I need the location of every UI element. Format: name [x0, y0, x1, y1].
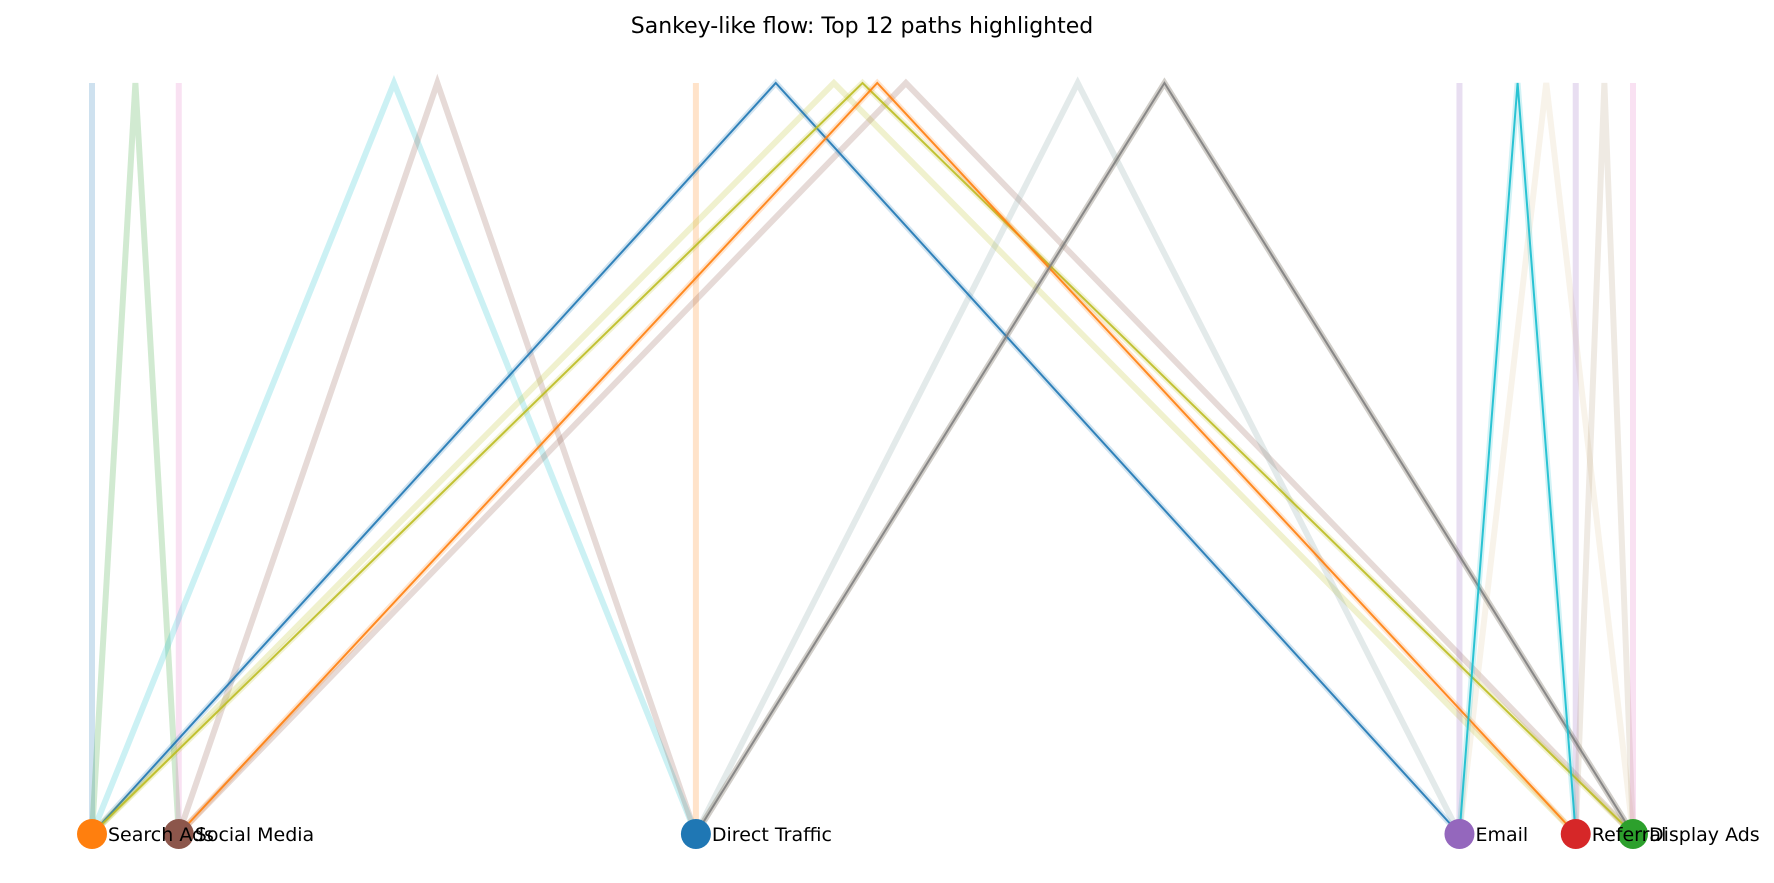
node-marker-direct	[680, 819, 711, 849]
node-marker-display	[1618, 819, 1648, 849]
flow-link-search-email-6	[91, 81, 1461, 835]
node-label-referral: Referral	[1592, 824, 1667, 846]
node-marker-social	[163, 819, 194, 849]
node-marker-referral	[1560, 819, 1591, 849]
node-marker-search	[77, 819, 107, 849]
flow-link-direct-display-13	[695, 81, 1634, 835]
node-label-email: Email	[1475, 824, 1528, 846]
flow-link-email-referral-15	[1458, 82, 1577, 835]
flow-link-search-direct-3	[89, 74, 699, 836]
flow-link-search-referral-7	[89, 78, 1578, 837]
node-label-social: Social Media	[195, 824, 314, 846]
flow-link-search-social-1	[89, 82, 182, 835]
flow-link-direct-email-11	[693, 76, 1463, 836]
chart-title: Sankey-like flow: Top 12 paths highlight…	[631, 14, 1093, 39]
node-label-display: Display Ads	[1649, 824, 1760, 846]
flow-link-social-referral-9	[178, 81, 1577, 835]
node-label-search: Search Ads	[108, 824, 214, 846]
node-label-direct: Direct Traffic	[712, 824, 832, 846]
flow-link-email-display-16	[1456, 82, 1636, 835]
links-layer	[89, 73, 1636, 837]
flow-link-social-direct-4	[175, 73, 699, 835]
flow-link-search-display-8	[91, 81, 1634, 835]
node-marker-email	[1444, 819, 1475, 849]
flow-link-social-display-10	[176, 78, 1636, 837]
flow-link-referral-display-18	[1572, 82, 1636, 835]
